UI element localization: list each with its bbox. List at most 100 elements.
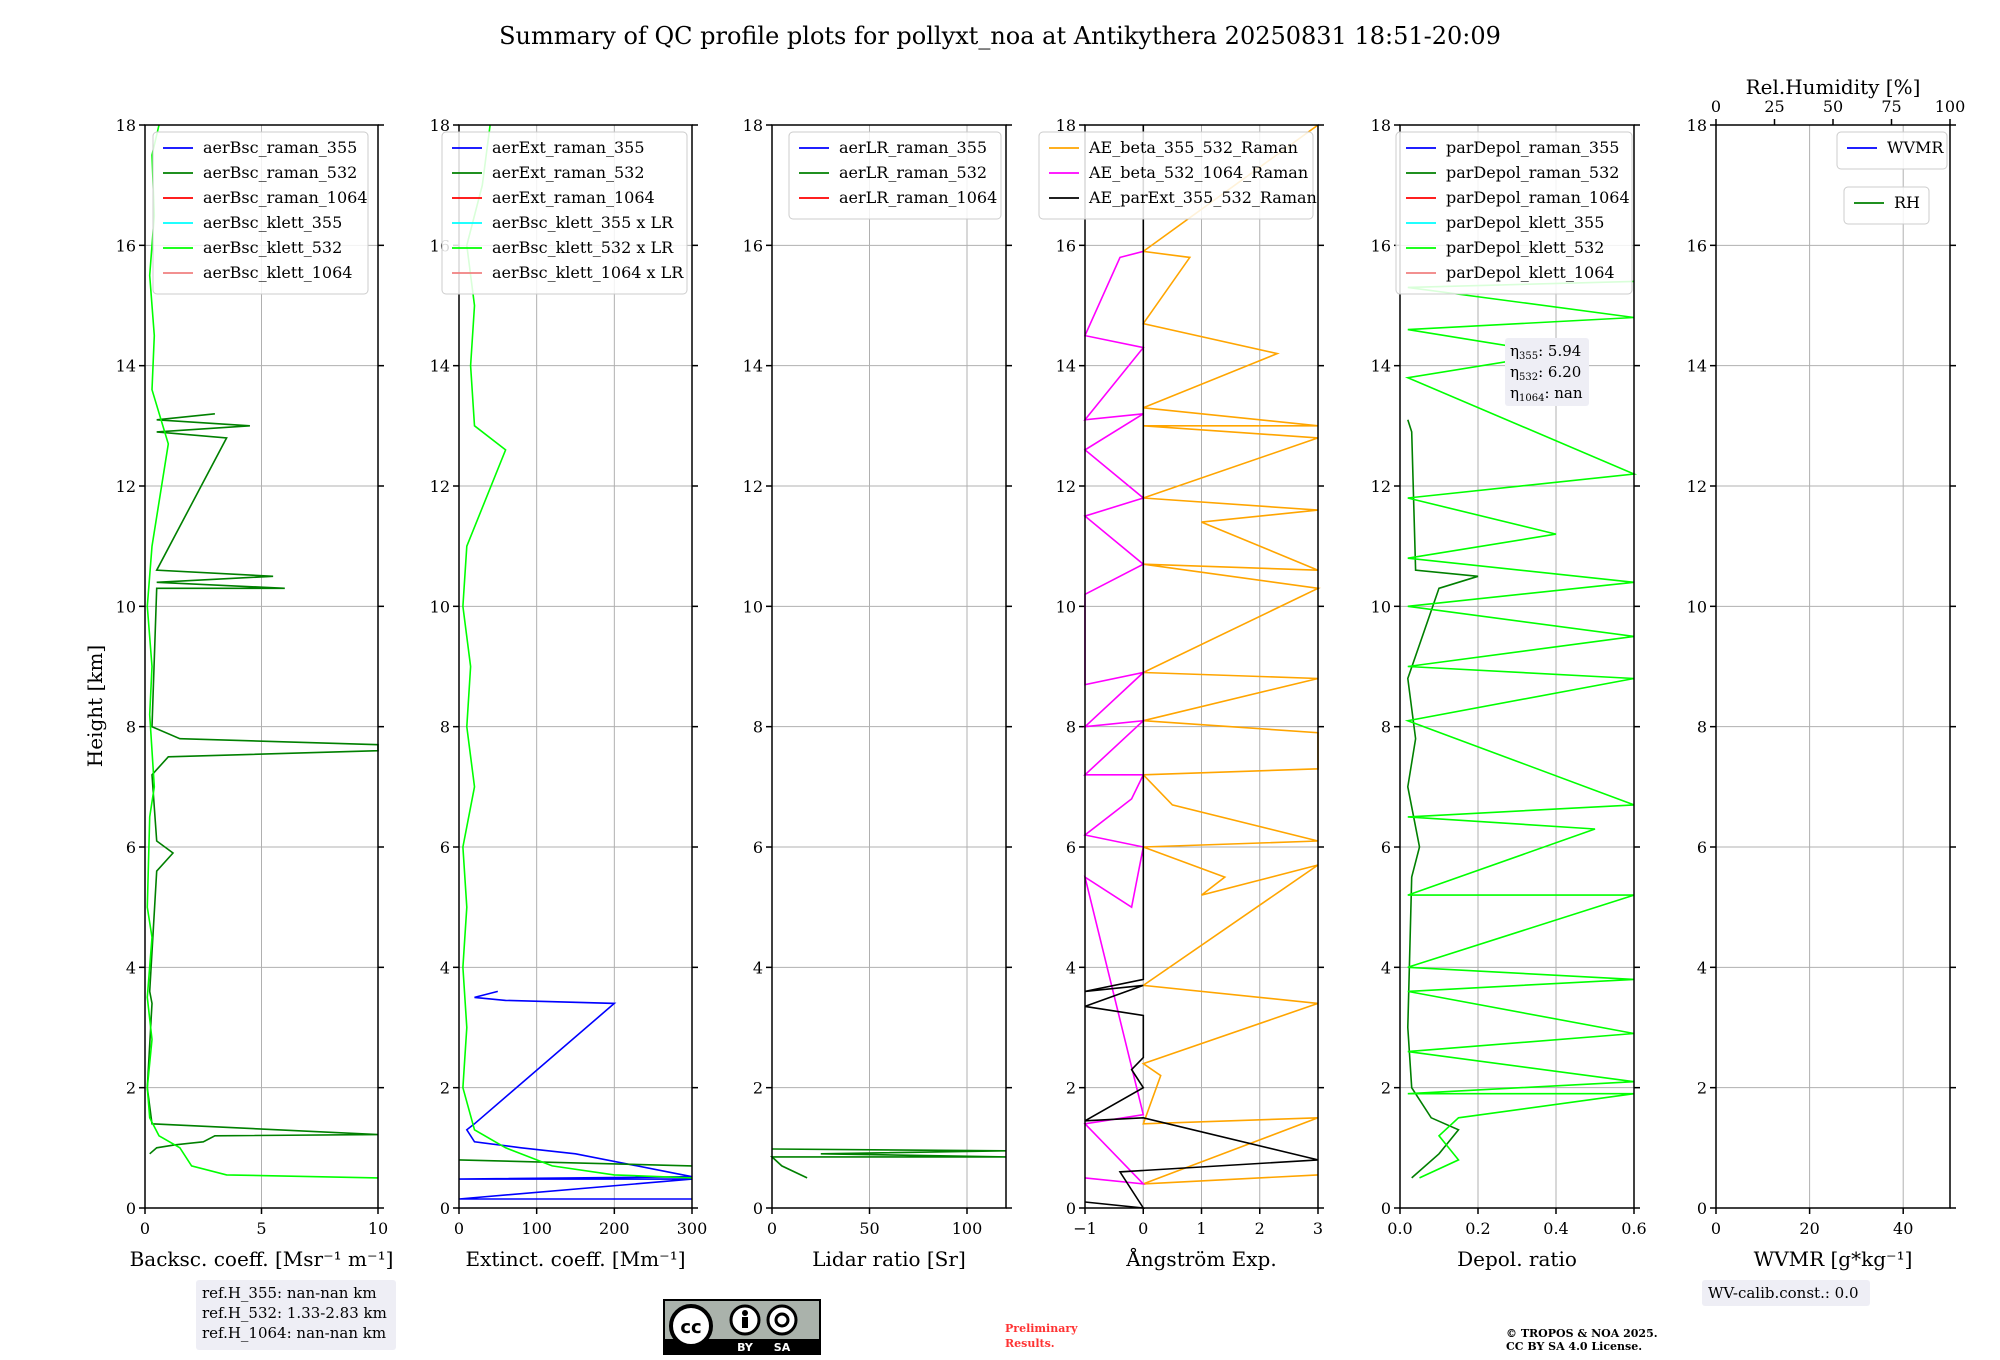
preliminary-line-1: Preliminary [1005,1322,1078,1335]
series-aerBsc_klett_532 [146,124,379,1179]
legend-entry: aerBsc_klett_532 [203,238,342,257]
y-tick-label: 2 [126,1079,136,1098]
x-tick-label: 0 [454,1219,464,1238]
legend-entry: aerBsc_klett_532 x LR [492,238,674,257]
y-tick-label: 0 [126,1199,136,1218]
x-tick-label: 300 [677,1219,708,1238]
legend-entry: aerExt_raman_1064 [492,188,655,207]
series-AE_parExt_355_532_Raman [1084,125,1319,1209]
axes-frame [144,124,379,1209]
y-tick-label: 6 [126,838,136,857]
axes-frame [1399,124,1635,1209]
axes-frame [1715,124,1951,1209]
wv-calib-text: WV-calib.const.: 0.0 [1708,1284,1859,1302]
legend-entry: aerBsc_klett_1064 x LR [492,263,684,282]
y-tick-label: 18 [1371,116,1391,135]
y-axis-label: Height [km] [83,645,107,767]
y-tick-label: 0 [1697,1199,1707,1218]
y-tick-label: 6 [440,838,450,857]
legend-entry: aerLR_raman_355 [839,138,987,157]
y-tick-label: 8 [1381,718,1391,737]
legend-frame [1395,131,1633,295]
legend-entry: AE_beta_532_1064_Raman [1088,163,1308,182]
y-tick-label: 2 [1381,1079,1391,1098]
axes-frame [771,124,1007,1209]
y-tick-label: 18 [1056,116,1076,135]
x-axis-label: WVMR [g*kg⁻¹] [1754,1247,1913,1271]
legend-entry: aerBsc_klett_355 x LR [492,213,674,232]
top-axis-label: Rel.Humidity [%] [1746,75,1921,99]
cc-logo-text: cc [680,1317,701,1338]
series-AE_beta_532_1064_Raman [1082,250,1146,1185]
y-tick-label: 12 [116,477,136,496]
x-tick-label: 0 [1138,1219,1148,1238]
x-tick-label: 0.0 [1387,1219,1412,1238]
x-axis-label: Lidar ratio [Sr] [812,1247,966,1271]
y-tick-label: 16 [743,236,763,255]
legend-entry: RH [1894,193,1920,212]
y-tick-label: 14 [1371,357,1391,376]
legend-entry: aerLR_raman_532 [839,163,987,182]
y-tick-label: 14 [743,357,763,376]
x-tick-label: 100 [521,1219,552,1238]
legend-entry: parDepol_raman_1064 [1446,188,1630,207]
legend-entry: AE_parExt_355_532_Raman [1088,188,1317,207]
wv-calib-box [1702,1280,1870,1306]
y-tick-label: 6 [1066,838,1076,857]
ref-height-1064: ref.H_1064: nan-nan km [202,1324,386,1342]
top-x-tick-label: 25 [1764,97,1784,116]
legend-entry: aerBsc_raman_355 [203,138,357,157]
eta-box-frame [1505,338,1589,406]
y-tick-label: 0 [440,1199,450,1218]
x-axis-label: Extinct. coeff. [Mm⁻¹] [465,1247,685,1271]
y-tick-label: 4 [126,958,136,977]
x-tick-label: 0.2 [1465,1219,1490,1238]
legend-rh: RH [1843,186,1930,225]
axes-frame [1084,124,1319,1209]
y-tick-label: 18 [430,116,450,135]
legend-entry: parDepol_raman_532 [1446,163,1619,182]
series-parDepol_klett_532 [1404,280,1638,1179]
y-tick-label: 0 [753,1199,763,1218]
preliminary-line-2: Results. [1005,1337,1055,1350]
y-tick-label: 14 [430,357,450,376]
sa-icon [766,1304,798,1336]
panel-wvmr: 0 2 4 6 8 10 12 14 16 18 0 20 40 WVMR [g*kg⁻¹] [1687,116,1956,1271]
x-axis-label: Backsc. coeff. [Msr⁻¹ m⁻¹] [130,1247,394,1271]
y-tick-label: 16 [116,236,136,255]
series-aerLR_raman_532 [769,1148,1007,1179]
y-tick-label: 4 [440,958,450,977]
x-tick-label: 0.4 [1543,1219,1568,1238]
copyright-line-2: CC BY SA 4.0 License. [1506,1340,1642,1353]
legend-entry: aerLR_raman_1064 [839,188,997,207]
y-tick-label: 6 [1697,838,1707,857]
legend-entry: aerExt_raman_532 [492,163,645,182]
y-tick-label: 10 [430,597,450,616]
legend-entry: parDepol_klett_532 [1446,238,1604,257]
cc-license-badge: cc BY SA [663,1299,821,1355]
y-tick-label: 12 [1056,477,1076,496]
axes-frame [458,124,693,1209]
y-tick-label: 4 [1697,958,1707,977]
ref-height-355: ref.H_355: nan-nan km [202,1284,377,1302]
ref-height-532: ref.H_532: 1.33-2.83 km [202,1304,387,1322]
series-aerExt_raman_532 [458,1159,693,1167]
legend-entry: aerBsc_klett_1064 [203,263,352,282]
x-tick-label: 20 [1799,1219,1819,1238]
x-tick-label: 0 [140,1219,150,1238]
legend-entry: AE_beta_355_532_Raman [1088,138,1298,157]
x-tick-label: 3 [1313,1219,1323,1238]
x-tick-label: 50 [859,1219,879,1238]
legend-frame [441,131,688,295]
y-tick-label: 8 [1066,718,1076,737]
y-tick-label: 8 [126,718,136,737]
panel-depolarization: 0 2 4 6 8 10 12 14 16 18 0.0 0.2 0.4 0.6 Depol. ratio [1371,116,1647,1271]
top-x-tick-label: 50 [1823,97,1843,116]
x-axis-label: Depol. ratio [1457,1247,1577,1271]
y-tick-label: 2 [1697,1079,1707,1098]
y-tick-label: 8 [440,718,450,737]
copyright-line-1: © TROPOS & NOA 2025. [1506,1327,1658,1340]
y-tick-label: 8 [1697,718,1707,737]
y-tick-label: 16 [1371,236,1391,255]
